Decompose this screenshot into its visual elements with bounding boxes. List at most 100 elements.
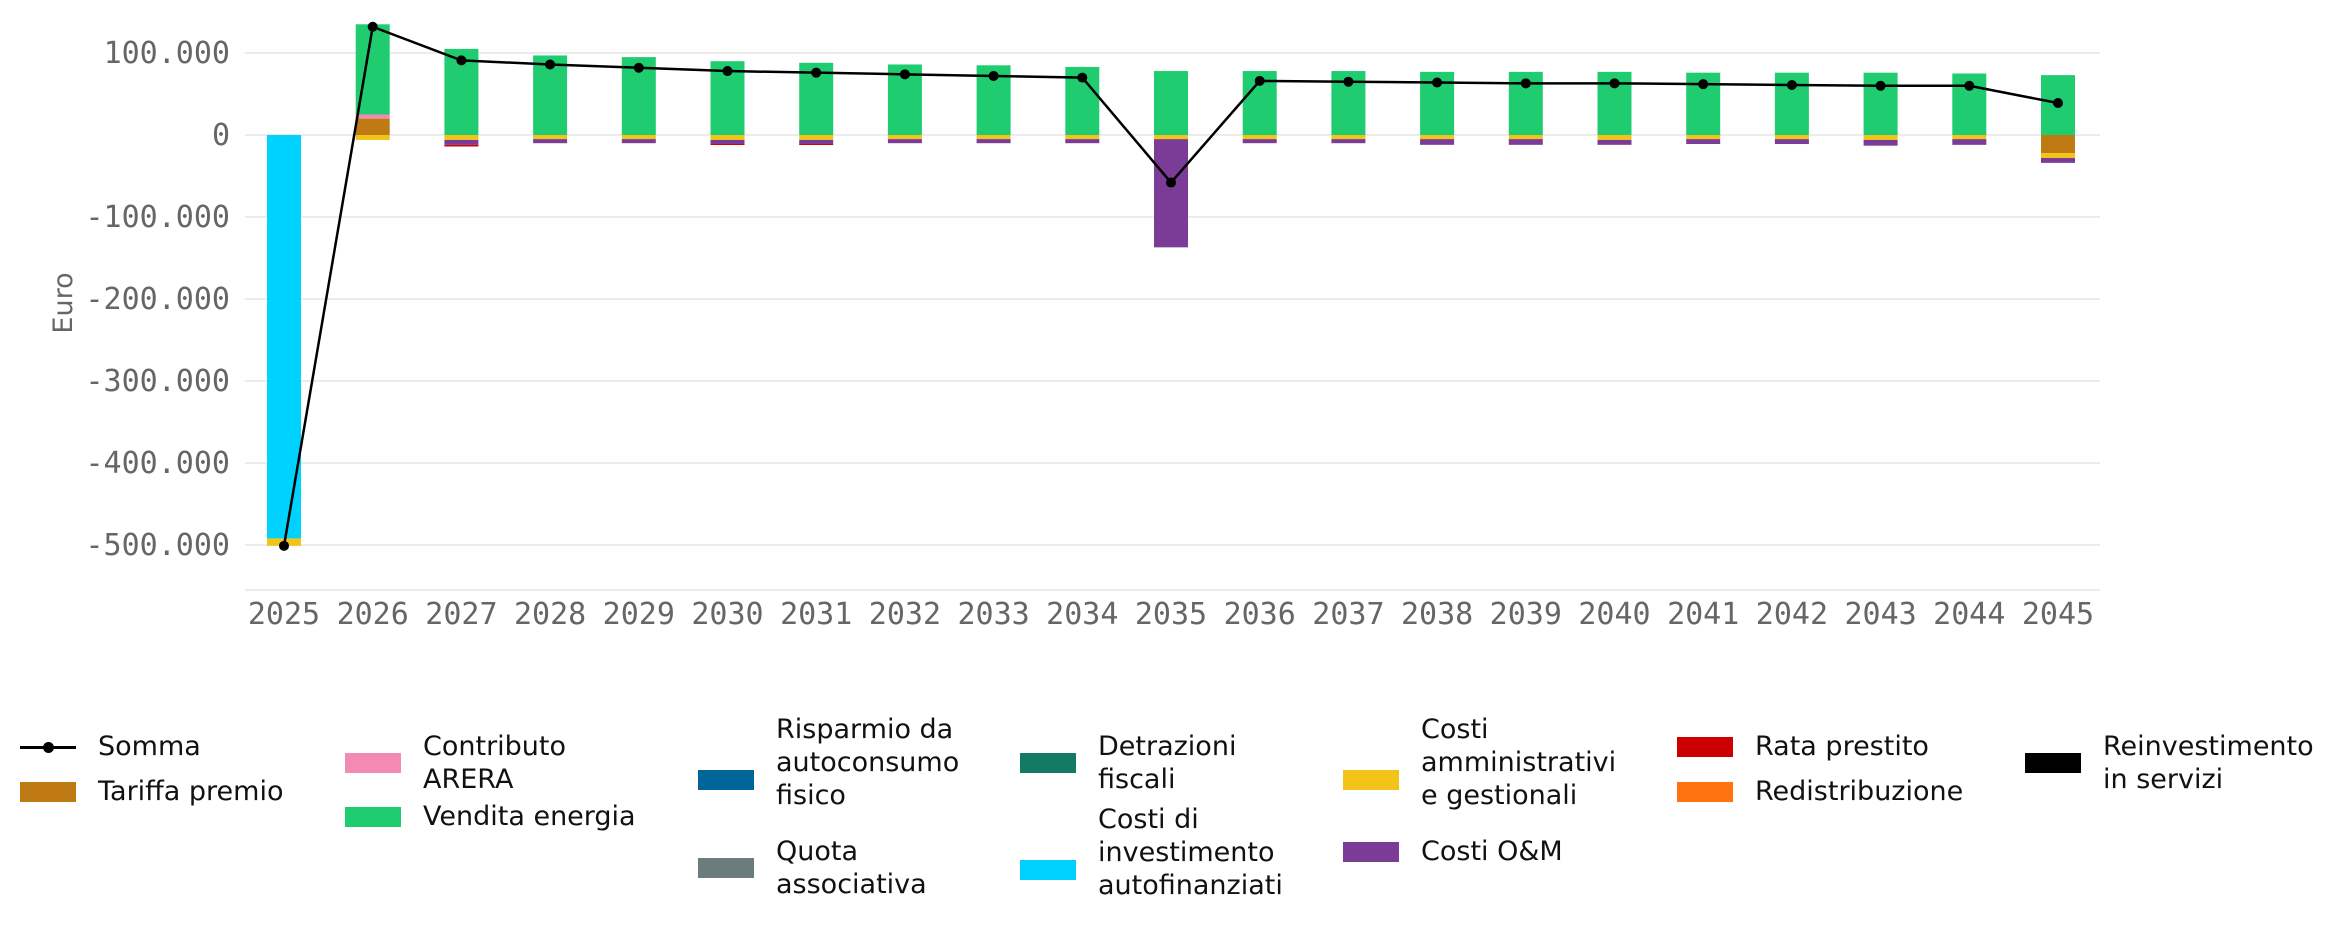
bar-segment bbox=[355, 135, 390, 140]
bar-segment bbox=[444, 144, 479, 147]
x-tick-label: 2037 bbox=[1312, 597, 1384, 632]
bar-segment bbox=[621, 135, 656, 140]
sum-point bbox=[456, 55, 467, 66]
legend-swatch bbox=[20, 781, 76, 802]
bar-segment bbox=[799, 139, 834, 145]
sum-line-layer bbox=[279, 21, 2063, 551]
chart-svg: 100.000 0 -100.000 -200.000 -300.000 -400.000… bbox=[48, 21, 2100, 632]
bar-segment bbox=[1065, 135, 1100, 140]
x-tick-label: 2038 bbox=[1401, 597, 1473, 632]
y-tick-labels: 100.000 0 -100.000 -200.000 -300.000 -400.000… bbox=[86, 36, 231, 563]
bar-segment bbox=[1420, 135, 1455, 140]
x-tick-label: 2030 bbox=[691, 597, 763, 632]
bar-segment bbox=[710, 144, 745, 146]
x-tick-labels: 2025 2026 2027 2028 2029 2030 2031 2032 2033 2034… bbox=[248, 597, 2094, 632]
legend-swatch bbox=[698, 769, 754, 790]
bar-segment bbox=[1774, 135, 1809, 140]
sum-point bbox=[1786, 79, 1797, 90]
legend-item: Contributo ARERA bbox=[345, 730, 566, 796]
bar-segment bbox=[267, 135, 301, 539]
sum-point bbox=[1964, 80, 1975, 91]
x-tick-label: 2031 bbox=[780, 597, 852, 632]
legend-label: Rata prestito bbox=[1755, 731, 1929, 762]
y-axis-label: Euro bbox=[48, 272, 79, 333]
bar-segment bbox=[1597, 135, 1632, 140]
legend-item: Rata prestito bbox=[1677, 730, 1929, 763]
bar-segment bbox=[1242, 135, 1277, 140]
y-tick-label: 100.000 bbox=[104, 36, 230, 71]
sum-point bbox=[367, 21, 378, 32]
legend-swatch bbox=[2025, 753, 2081, 773]
x-tick-label: 2042 bbox=[1756, 597, 1828, 632]
bar-segment bbox=[1154, 139, 1188, 248]
legend-item: Quota associativa bbox=[698, 835, 927, 901]
bar-segment bbox=[1952, 139, 1987, 145]
y-tick-label: 0 bbox=[212, 118, 230, 153]
bar-segment bbox=[1242, 139, 1277, 144]
legend-item: Somma bbox=[20, 730, 201, 763]
sum-point bbox=[279, 540, 289, 551]
bar-segment bbox=[1154, 135, 1188, 140]
x-tick-label: 2034 bbox=[1046, 597, 1118, 632]
x-tick-label: 2036 bbox=[1224, 597, 1296, 632]
bar-segment bbox=[444, 135, 479, 140]
bar-segment bbox=[2041, 153, 2075, 158]
legend-label: Risparmio da autoconsumo fisico bbox=[776, 714, 960, 811]
y-tick-label: -400.000 bbox=[86, 446, 231, 481]
x-tick-label: 2041 bbox=[1667, 597, 1739, 632]
legend-line-marker bbox=[20, 737, 76, 757]
bar-segment bbox=[1420, 139, 1455, 145]
x-tick-label: 2026 bbox=[337, 597, 409, 632]
bar-segment bbox=[1863, 135, 1898, 140]
bar-segment bbox=[621, 139, 656, 144]
legend-item: Costi amministrativi e gestionali bbox=[1343, 714, 1616, 829]
bar-segment bbox=[1863, 139, 1898, 146]
sum-point bbox=[722, 66, 733, 77]
sum-point bbox=[899, 69, 910, 80]
legend-label: Tariffa premio bbox=[98, 776, 284, 807]
legend-label: Detrazioni fiscali bbox=[1098, 731, 1237, 795]
x-tick-label: 2044 bbox=[1933, 597, 2005, 632]
legend-swatch bbox=[1343, 841, 1399, 862]
sum-point bbox=[545, 59, 556, 70]
bar-segment bbox=[1952, 135, 1987, 140]
sum-point bbox=[2053, 98, 2063, 109]
y-tick-label: -500.000 bbox=[86, 528, 231, 563]
sum-point bbox=[1520, 78, 1531, 89]
legend-item: Costi di investimento autofinanziati bbox=[1020, 804, 1283, 919]
legend-label: Vendita energia bbox=[423, 801, 636, 832]
legend-swatch bbox=[698, 858, 754, 878]
legend-label: Costi di investimento autofinanziati bbox=[1098, 804, 1283, 901]
bar-segment bbox=[710, 139, 745, 145]
x-tick-label: 2029 bbox=[603, 597, 675, 632]
bar-segment bbox=[1508, 139, 1543, 145]
legend-swatch bbox=[1020, 859, 1076, 880]
bar-segment bbox=[1597, 139, 1632, 145]
bar-segment bbox=[976, 139, 1011, 144]
sum-point bbox=[1166, 177, 1176, 188]
legend-swatch bbox=[1677, 736, 1733, 757]
legend-item: Vendita energia bbox=[345, 800, 636, 833]
bar-segment bbox=[533, 135, 568, 140]
bar-segment bbox=[2041, 157, 2075, 163]
x-tick-label: 2028 bbox=[514, 597, 586, 632]
bar-segment bbox=[887, 135, 922, 140]
legend-swatch bbox=[345, 806, 401, 827]
bar-segment bbox=[1154, 71, 1188, 135]
x-tick-label: 2040 bbox=[1578, 597, 1650, 632]
legend-item: Redistribuzione bbox=[1677, 775, 1963, 808]
sum-point bbox=[1343, 76, 1354, 87]
sum-point bbox=[1609, 78, 1620, 89]
bar-segment bbox=[1331, 135, 1366, 140]
sum-point bbox=[811, 67, 822, 78]
legend-label: Contributo ARERA bbox=[423, 731, 567, 795]
bar-segment bbox=[1774, 139, 1809, 145]
bar-segment bbox=[355, 118, 390, 135]
x-tick-label: 2043 bbox=[1844, 597, 1916, 632]
bar-segment bbox=[444, 139, 479, 145]
legend-item: Tariffa premio bbox=[20, 775, 283, 808]
legend-label: Reinvestimento in servizi bbox=[2103, 731, 2314, 795]
legend-item: Costi O&M bbox=[1343, 835, 1563, 868]
y-tick-label: -200.000 bbox=[86, 282, 231, 317]
bar-segment bbox=[2041, 135, 2075, 154]
